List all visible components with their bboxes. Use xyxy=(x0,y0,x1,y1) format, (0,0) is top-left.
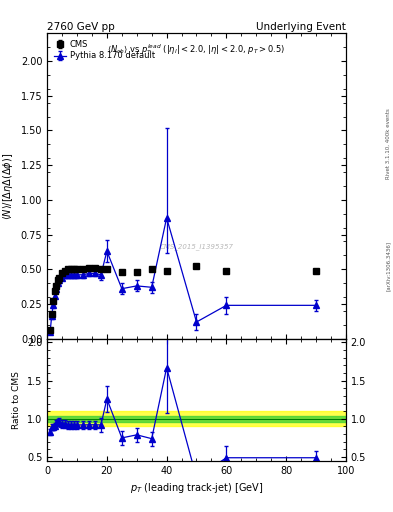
Text: CMS_2015_I1395357: CMS_2015_I1395357 xyxy=(160,244,233,250)
Text: Rivet 3.1.10, 400k events: Rivet 3.1.10, 400k events xyxy=(386,108,391,179)
Bar xyxy=(47,411,346,426)
Legend: CMS, Pythia 8.170 default: CMS, Pythia 8.170 default xyxy=(51,37,157,63)
Text: $\langle N_{ch}\rangle$ vs $p_T^{lead}$ ($|\eta_l|<2.0$, $|\eta|<2.0$, $p_T>0.5$: $\langle N_{ch}\rangle$ vs $p_T^{lead}$ … xyxy=(108,42,285,57)
Y-axis label: $\langle N\rangle/[\Delta\eta\Delta(\Delta\phi)]$: $\langle N\rangle/[\Delta\eta\Delta(\Del… xyxy=(1,153,15,220)
Text: [arXiv:1306.3436]: [arXiv:1306.3436] xyxy=(386,241,391,291)
Text: 2760 GeV pp: 2760 GeV pp xyxy=(47,22,115,32)
Y-axis label: Ratio to CMS: Ratio to CMS xyxy=(12,371,21,429)
Text: Underlying Event: Underlying Event xyxy=(256,22,346,32)
Bar xyxy=(47,416,346,422)
X-axis label: $p_T$ (leading track-jet) [GeV]: $p_T$ (leading track-jet) [GeV] xyxy=(130,481,263,495)
